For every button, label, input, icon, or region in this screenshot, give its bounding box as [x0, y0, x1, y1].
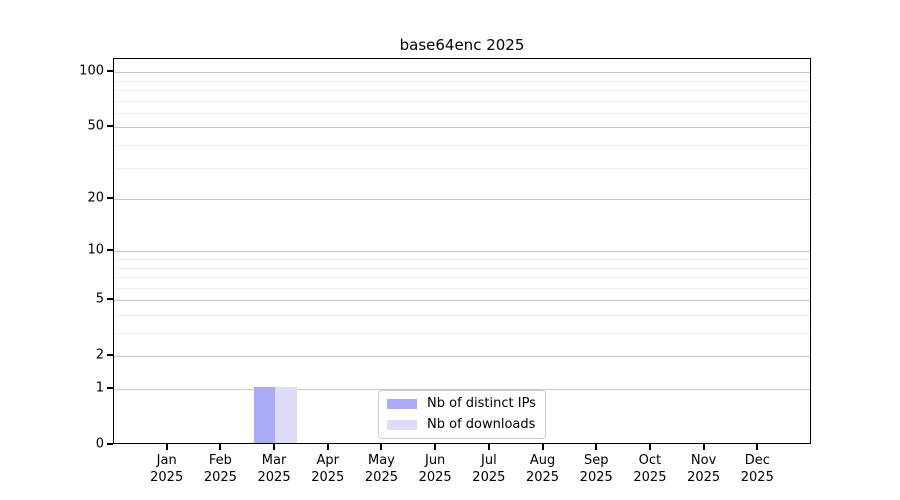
x-axis-tick-label: Apr 2025 — [311, 453, 344, 486]
gridline-minor — [114, 80, 810, 82]
x-tick-month: Jun — [424, 453, 446, 468]
x-tick-year: 2025 — [418, 469, 452, 485]
gridline-minor — [114, 112, 810, 114]
y-axis-tick-label: 20 — [87, 190, 104, 206]
legend-label-distinct-ips: Nb of distinct IPs — [427, 396, 536, 411]
x-tick-year: 2025 — [633, 469, 667, 485]
y-axis-tick — [107, 298, 113, 301]
x-tick-year: 2025 — [364, 469, 398, 485]
gridline-minor — [114, 315, 810, 316]
y-axis-tick-label: 5 — [95, 291, 104, 307]
y-axis-tick-label: 2 — [95, 347, 104, 363]
bar-nb-of-downloads — [275, 387, 297, 443]
x-tick-year: 2025 — [472, 469, 506, 485]
gridline-major — [114, 356, 810, 358]
gridline-minor — [114, 287, 810, 289]
gridline-minor — [114, 277, 810, 279]
y-axis-tick-label: 10 — [87, 242, 104, 258]
x-axis-tick-label: Oct 2025 — [633, 453, 666, 486]
y-axis-tick-label: 1 — [95, 380, 104, 396]
gridline-minor — [114, 100, 810, 102]
x-axis-tick — [434, 444, 437, 450]
x-tick-month: Aug — [529, 453, 556, 468]
x-tick-year: 2025 — [257, 469, 291, 485]
gridline-minor — [114, 145, 810, 147]
x-axis-tick-label: Nov 2025 — [687, 453, 720, 486]
y-axis-tick-label: 50 — [87, 118, 104, 134]
x-axis-tick — [648, 444, 651, 450]
gridline-minor — [114, 167, 810, 169]
x-tick-year: 2025 — [150, 469, 184, 485]
gridline-minor — [114, 259, 810, 261]
x-tick-month: Sep — [583, 453, 609, 468]
x-tick-month: Feb — [208, 453, 232, 468]
gridline-major — [114, 300, 810, 302]
x-axis-tick — [165, 444, 168, 450]
y-axis-tick — [107, 354, 113, 357]
x-axis-tick — [541, 444, 544, 450]
gridline-major — [114, 251, 810, 253]
x-tick-year: 2025 — [687, 469, 721, 485]
x-axis-tick-label: Jul 2025 — [472, 453, 505, 486]
bar-nb-of-distinct-ips — [253, 387, 276, 443]
x-tick-month: Apr — [316, 453, 340, 468]
x-tick-year: 2025 — [740, 469, 774, 485]
gridline-minor — [114, 267, 810, 269]
x-tick-month: Nov — [690, 453, 717, 468]
x-axis-tick — [487, 444, 490, 450]
x-axis-tick — [702, 444, 705, 450]
x-tick-year: 2025 — [525, 469, 560, 485]
plot-area — [113, 58, 811, 444]
legend-swatch-downloads — [387, 420, 417, 430]
gridline-major — [114, 127, 810, 129]
x-axis-tick-label: Sep 2025 — [580, 453, 613, 486]
legend-item-distinct-ips: Nb of distinct IPs — [387, 397, 536, 411]
x-axis-tick — [756, 444, 759, 450]
x-axis-tick-label: Jun 2025 — [419, 453, 452, 486]
y-axis-tick — [107, 197, 113, 200]
x-tick-month: Oct — [638, 453, 662, 468]
x-tick-year: 2025 — [311, 469, 345, 485]
x-tick-month: May — [368, 453, 395, 468]
x-tick-year: 2025 — [579, 469, 613, 485]
x-axis-tick-label: Mar 2025 — [258, 453, 291, 486]
x-axis-tick — [326, 444, 329, 450]
x-axis-tick — [273, 444, 276, 450]
y-axis-tick-label: 100 — [79, 63, 104, 79]
gridline-major — [114, 199, 810, 201]
legend-item-downloads: Nb of downloads — [387, 418, 536, 432]
chart-title: base64enc 2025 — [399, 36, 525, 54]
x-tick-year: 2025 — [203, 469, 237, 485]
x-tick-month: Mar — [261, 453, 287, 468]
legend-swatch-distinct-ips — [387, 399, 417, 409]
y-axis-tick — [107, 443, 113, 445]
x-axis-tick-label: May 2025 — [365, 453, 398, 486]
y-axis-tick — [107, 387, 113, 390]
legend-label-downloads: Nb of downloads — [427, 417, 536, 432]
y-axis-tick-label: 0 — [95, 436, 104, 452]
x-axis-tick-label: Dec 2025 — [741, 453, 774, 486]
x-axis-tick-label: Feb 2025 — [204, 453, 237, 486]
x-axis-tick — [380, 444, 383, 450]
x-tick-month: Dec — [744, 453, 770, 468]
y-axis-tick — [107, 125, 113, 128]
y-axis-tick — [107, 70, 113, 73]
gridline-minor — [114, 333, 810, 335]
x-axis-tick — [219, 444, 222, 450]
x-axis-tick-label: Aug 2025 — [526, 453, 559, 486]
x-axis-tick — [595, 444, 598, 450]
legend: Nb of distinct IPs Nb of downloads — [378, 390, 546, 439]
gridline-major — [114, 72, 810, 74]
x-tick-month: Jul — [481, 453, 497, 468]
y-axis-tick — [107, 249, 113, 252]
gridline-minor — [114, 90, 810, 92]
x-axis-tick-label: Jan 2025 — [150, 453, 183, 486]
gridline-major — [114, 389, 810, 391]
x-tick-month: Jan — [156, 453, 177, 468]
